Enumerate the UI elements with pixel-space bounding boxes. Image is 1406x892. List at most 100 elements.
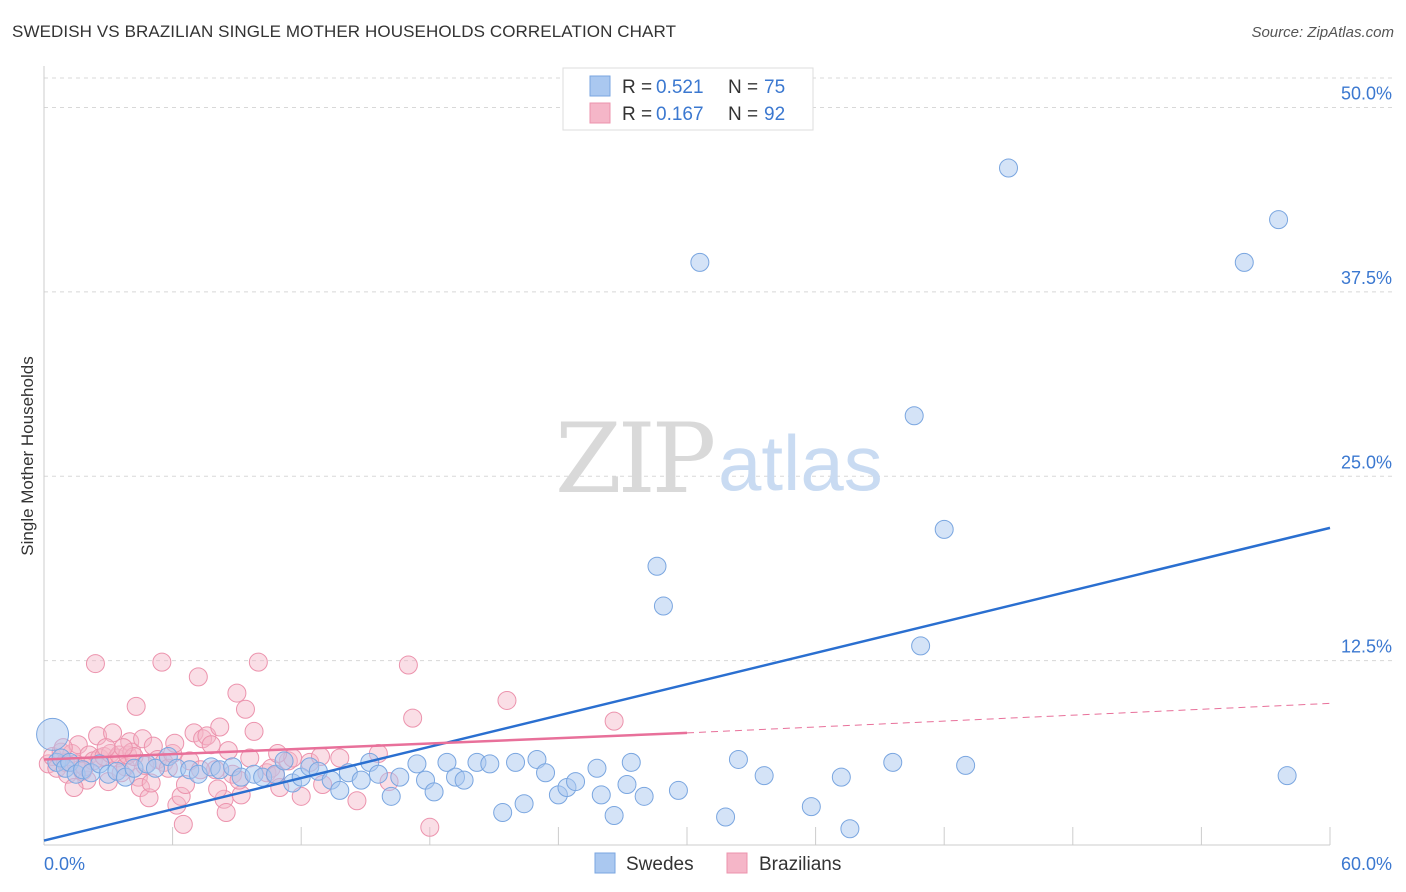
swedes-point (587, 758, 607, 778)
swedes-point (999, 158, 1018, 178)
y-tick-label: 12.5% (1341, 637, 1392, 657)
y-tick-label: 37.5% (1341, 268, 1392, 288)
swedes-point (407, 754, 427, 774)
brazilians-point (403, 708, 423, 728)
swedes-point (647, 556, 667, 576)
legend-r-value-swedes: 0.521 (656, 77, 704, 98)
swedes-point (801, 797, 821, 817)
swedes-point (621, 752, 641, 772)
swedes-point (831, 767, 851, 787)
grid-lines (44, 77, 1392, 662)
brazilians-point (497, 690, 517, 710)
brazilians-point (139, 788, 159, 808)
swedes-point (330, 780, 350, 800)
bottom-legend-label-brazilians: Brazilians (759, 854, 841, 875)
brazilians-points (38, 652, 624, 837)
bottom-legend-label-swedes: Swedes (626, 854, 694, 875)
swedes-points (36, 158, 1297, 839)
brazilians-point (347, 791, 367, 811)
x-tick-label: 60.0% (1341, 854, 1392, 874)
swedes-point (956, 755, 976, 775)
brazilians-point (420, 817, 440, 837)
legend-n-value-brazilians: 92 (764, 104, 785, 125)
swedes-point (390, 767, 410, 787)
brazilians-point (126, 696, 146, 716)
brazilians-point (244, 721, 264, 741)
brazilians-point (208, 779, 228, 799)
swedes-point (883, 752, 903, 772)
brazilians-point (398, 655, 418, 675)
brazilians-point (210, 717, 230, 737)
legend-swatch-brazilians (589, 102, 611, 124)
brazilians-point (248, 652, 268, 672)
swedes-point (911, 636, 931, 656)
legend-n-label-brazilians: N = (728, 104, 758, 125)
swedes-point (381, 786, 401, 806)
x-tick-label: 0.0% (44, 854, 85, 874)
swedes-point (480, 754, 500, 774)
swedes-point (527, 749, 547, 769)
legend-swatch-swedes (589, 75, 611, 97)
brazilians-point (604, 711, 624, 731)
y-tick-label: 50.0% (1341, 84, 1392, 104)
swedes-point (668, 780, 688, 800)
brazilians-trend-extension (686, 702, 1331, 734)
brazilians-point (85, 654, 105, 674)
swedes-point (536, 763, 556, 783)
swedes-point (514, 794, 534, 814)
brazilians-point (133, 729, 153, 749)
y-tick-label: 25.0% (1341, 452, 1392, 472)
swedes-point (840, 819, 860, 839)
bottom-legend: Swedes Brazilians (594, 852, 841, 875)
swedes-point (604, 806, 624, 825)
swedes-point (634, 786, 654, 806)
swedes-point (145, 758, 165, 778)
brazilians-point (216, 803, 236, 823)
legend-r-label-brazilians: R = (622, 104, 652, 125)
tick-labels: 12.5% 25.0% 37.5% 50.0% 0.0% 60.0% (44, 84, 1392, 875)
swedes-point (437, 752, 457, 772)
brazilians-point (113, 738, 133, 758)
swedes-point (1269, 210, 1289, 230)
swedes-point (591, 785, 611, 805)
watermark: ZIP atlas (555, 403, 883, 515)
legend-n-value-swedes: 75 (764, 77, 785, 98)
swedes-point (1277, 766, 1297, 786)
swedes-point (351, 770, 371, 790)
brazilians-point (201, 735, 221, 755)
watermark-zip: ZIP (555, 403, 714, 515)
swedes-point (1234, 252, 1254, 272)
brazilians-point (188, 667, 208, 687)
swedes-point (566, 772, 586, 792)
swedes-point (493, 803, 513, 823)
watermark-atlas: atlas (718, 419, 883, 507)
swedes-point (506, 752, 526, 772)
trend-lines (43, 526, 1331, 842)
swedes-point (424, 782, 444, 802)
legend-r-label-swedes: R = (622, 77, 652, 98)
swedes-point (368, 764, 388, 784)
swedes-point (904, 406, 924, 426)
brazilians-point (227, 683, 247, 703)
bottom-legend-swatch-swedes (594, 852, 616, 874)
legend-r-value-brazilians: 0.167 (656, 104, 704, 125)
brazilians-point (152, 652, 172, 672)
swedes-point (728, 749, 748, 769)
swedes-point (754, 766, 774, 786)
legend-n-label-swedes: N = (728, 77, 758, 98)
legend: R = 0.521 N = 75 R = 0.167 N = 92 (562, 67, 814, 131)
chart-title: SWEDISH VS BRAZILIAN SINGLE MOTHER HOUSE… (12, 22, 677, 41)
swedes-point (653, 596, 673, 616)
swedes-point (454, 770, 474, 790)
brazilians-point (235, 699, 255, 719)
source-label: Source: ZipAtlas.com (1251, 24, 1394, 41)
brazilians-point (330, 748, 350, 768)
swedes-point (36, 717, 70, 751)
swedes-point (716, 807, 736, 827)
swedes-point (934, 519, 954, 539)
brazilians-point (173, 814, 193, 834)
brazilians-trend-line (43, 731, 688, 761)
brazilians-point (171, 786, 191, 806)
swedes-point (274, 751, 294, 771)
